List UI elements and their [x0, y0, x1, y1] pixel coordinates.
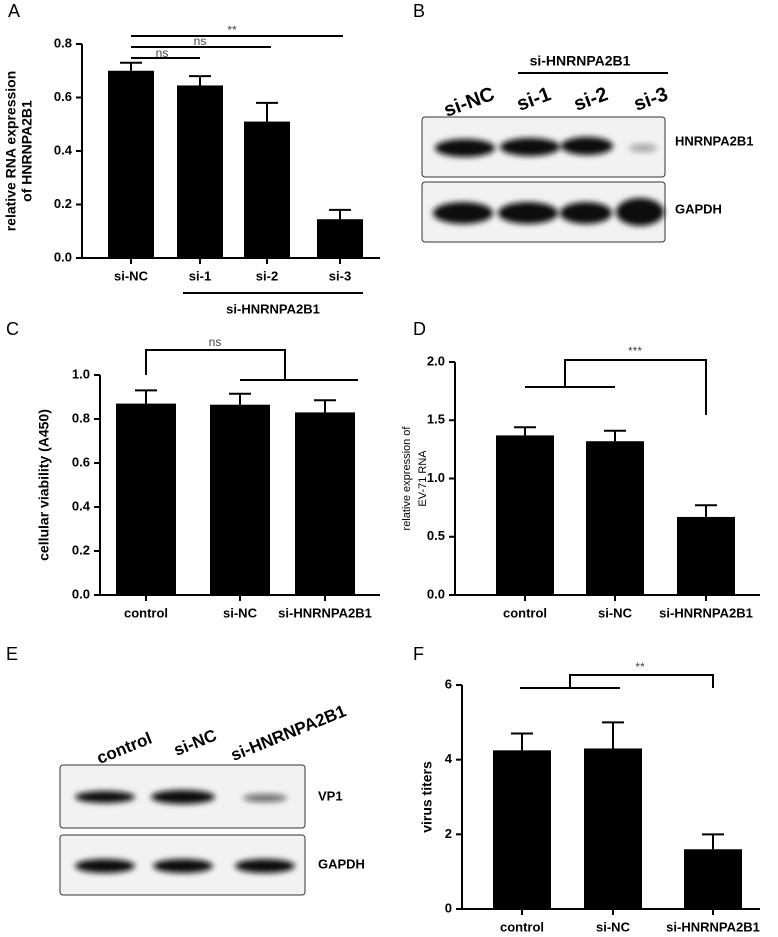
error-bar	[702, 833, 724, 850]
x-tick-label: si-NC	[598, 605, 633, 620]
significance-bracket	[520, 674, 714, 689]
x-tick-label: si-NC	[223, 605, 258, 620]
error-bar	[602, 721, 624, 749]
y-tick-label: 0.8	[54, 35, 72, 50]
y-tick-label: 0	[445, 900, 452, 915]
x-tick-label: si-NC	[114, 268, 149, 283]
panel-label: C	[6, 319, 19, 339]
bar	[684, 849, 742, 909]
lane-label: si-2	[571, 83, 611, 115]
error-bar	[120, 61, 142, 71]
row-label: VP1	[318, 788, 343, 803]
significance-bracket	[145, 349, 358, 381]
blot-e: control si-NC si-HNRNPA2B1 VP1 GAPDH	[59, 701, 365, 896]
error-bar	[511, 732, 533, 751]
lane-label: si-3	[631, 83, 671, 115]
lane-label: si-NC	[171, 726, 219, 760]
y-tick-label: 0.2	[72, 542, 90, 557]
error-bar	[604, 429, 626, 442]
y-tick-label: 0.0	[427, 586, 445, 601]
panel-label: E	[6, 644, 18, 664]
error-bar	[256, 101, 278, 122]
x-tick-label: si-1	[189, 268, 211, 283]
lane-label: si-NC	[441, 83, 498, 122]
error-bar	[189, 75, 211, 86]
error-bar	[314, 399, 336, 413]
bar	[493, 750, 551, 909]
x-tick-label: control	[500, 919, 544, 934]
row-label: HNRNPA2B1	[675, 133, 754, 148]
y-tick-label: 1.0	[427, 470, 445, 485]
error-bar	[514, 426, 536, 436]
error-bar	[135, 389, 157, 404]
x-tick-label: control	[124, 605, 168, 620]
panel-label: A	[8, 1, 20, 21]
bar	[108, 70, 154, 258]
x-tick-label: si-HNRNPA2B1	[666, 919, 760, 934]
x-tick-label: si-NC	[596, 919, 631, 934]
x-tick-label: si-HNRNPA2B1	[659, 605, 753, 620]
group-label: si-HNRNPA2B1	[530, 53, 631, 69]
y-axis-label: of HNRNPA2B1	[19, 100, 35, 202]
y-tick-label: 1.5	[427, 412, 445, 427]
blot-b: si-HNRNPA2B1 si-NC si-1 si-2 si-3 HNRNPA…	[421, 53, 754, 243]
y-tick-label: 2	[445, 826, 452, 841]
panel-label: B	[413, 1, 425, 21]
significance-label: **	[635, 660, 645, 674]
panel-label: D	[413, 319, 426, 339]
bar	[586, 441, 644, 595]
bands	[433, 137, 664, 226]
y-axis-label: virus titers	[419, 761, 435, 833]
error-bar	[695, 504, 717, 517]
lane-label: si-1	[514, 83, 554, 115]
significance-bracket	[525, 359, 707, 415]
y-tick-label: 6	[445, 676, 452, 691]
lane-label: control	[94, 729, 155, 768]
group-label: si-HNRNPA2B1	[226, 301, 320, 316]
y-tick-label: 0.0	[72, 586, 90, 601]
lane-label: si-HNRNPA2B1	[228, 701, 349, 765]
significance-label: **	[227, 23, 237, 37]
y-tick-label: 0.8	[72, 410, 90, 425]
panel-label: F	[413, 644, 424, 664]
bands	[75, 790, 295, 873]
significance-label: ***	[628, 344, 642, 358]
y-tick-label: 4	[445, 751, 453, 766]
bar	[317, 219, 363, 258]
bar	[210, 404, 270, 595]
bar	[116, 403, 176, 595]
y-tick-label: 0.4	[54, 142, 73, 157]
x-tick-label: si-2	[256, 268, 278, 283]
x-tick-label: si-3	[329, 268, 351, 283]
significance-label: ns	[194, 34, 207, 48]
bar	[244, 121, 290, 258]
bar	[295, 412, 355, 595]
y-axis-label: cellular viability (A450)	[36, 409, 52, 561]
y-axis-label: relative expression of	[401, 426, 413, 531]
y-tick-label: 0.0	[54, 249, 72, 264]
bar	[177, 85, 223, 259]
bar	[677, 516, 735, 595]
y-tick-label: 0.4	[72, 498, 91, 513]
row-label: GAPDH	[318, 856, 365, 871]
y-tick-label: 2.0	[427, 353, 445, 368]
x-tick-label: si-HNRNPA2B1	[278, 605, 372, 620]
significance-label: ns	[156, 46, 169, 60]
bar	[496, 435, 554, 595]
y-tick-label: 0.6	[72, 454, 90, 469]
y-tick-label: 1.0	[72, 366, 90, 381]
error-bar	[229, 392, 251, 405]
y-tick-label: 0.5	[427, 528, 445, 543]
row-label: GAPDH	[675, 201, 722, 216]
significance-label: ns	[209, 335, 222, 349]
y-axis-label: EV-71 RNA	[417, 450, 429, 507]
x-tick-label: control	[503, 605, 547, 620]
bar	[584, 748, 642, 909]
y-axis-label: relative RNA expression	[3, 71, 19, 232]
error-bar	[329, 208, 351, 220]
y-tick-label: 0.6	[54, 89, 72, 104]
y-tick-label: 0.2	[54, 196, 72, 211]
